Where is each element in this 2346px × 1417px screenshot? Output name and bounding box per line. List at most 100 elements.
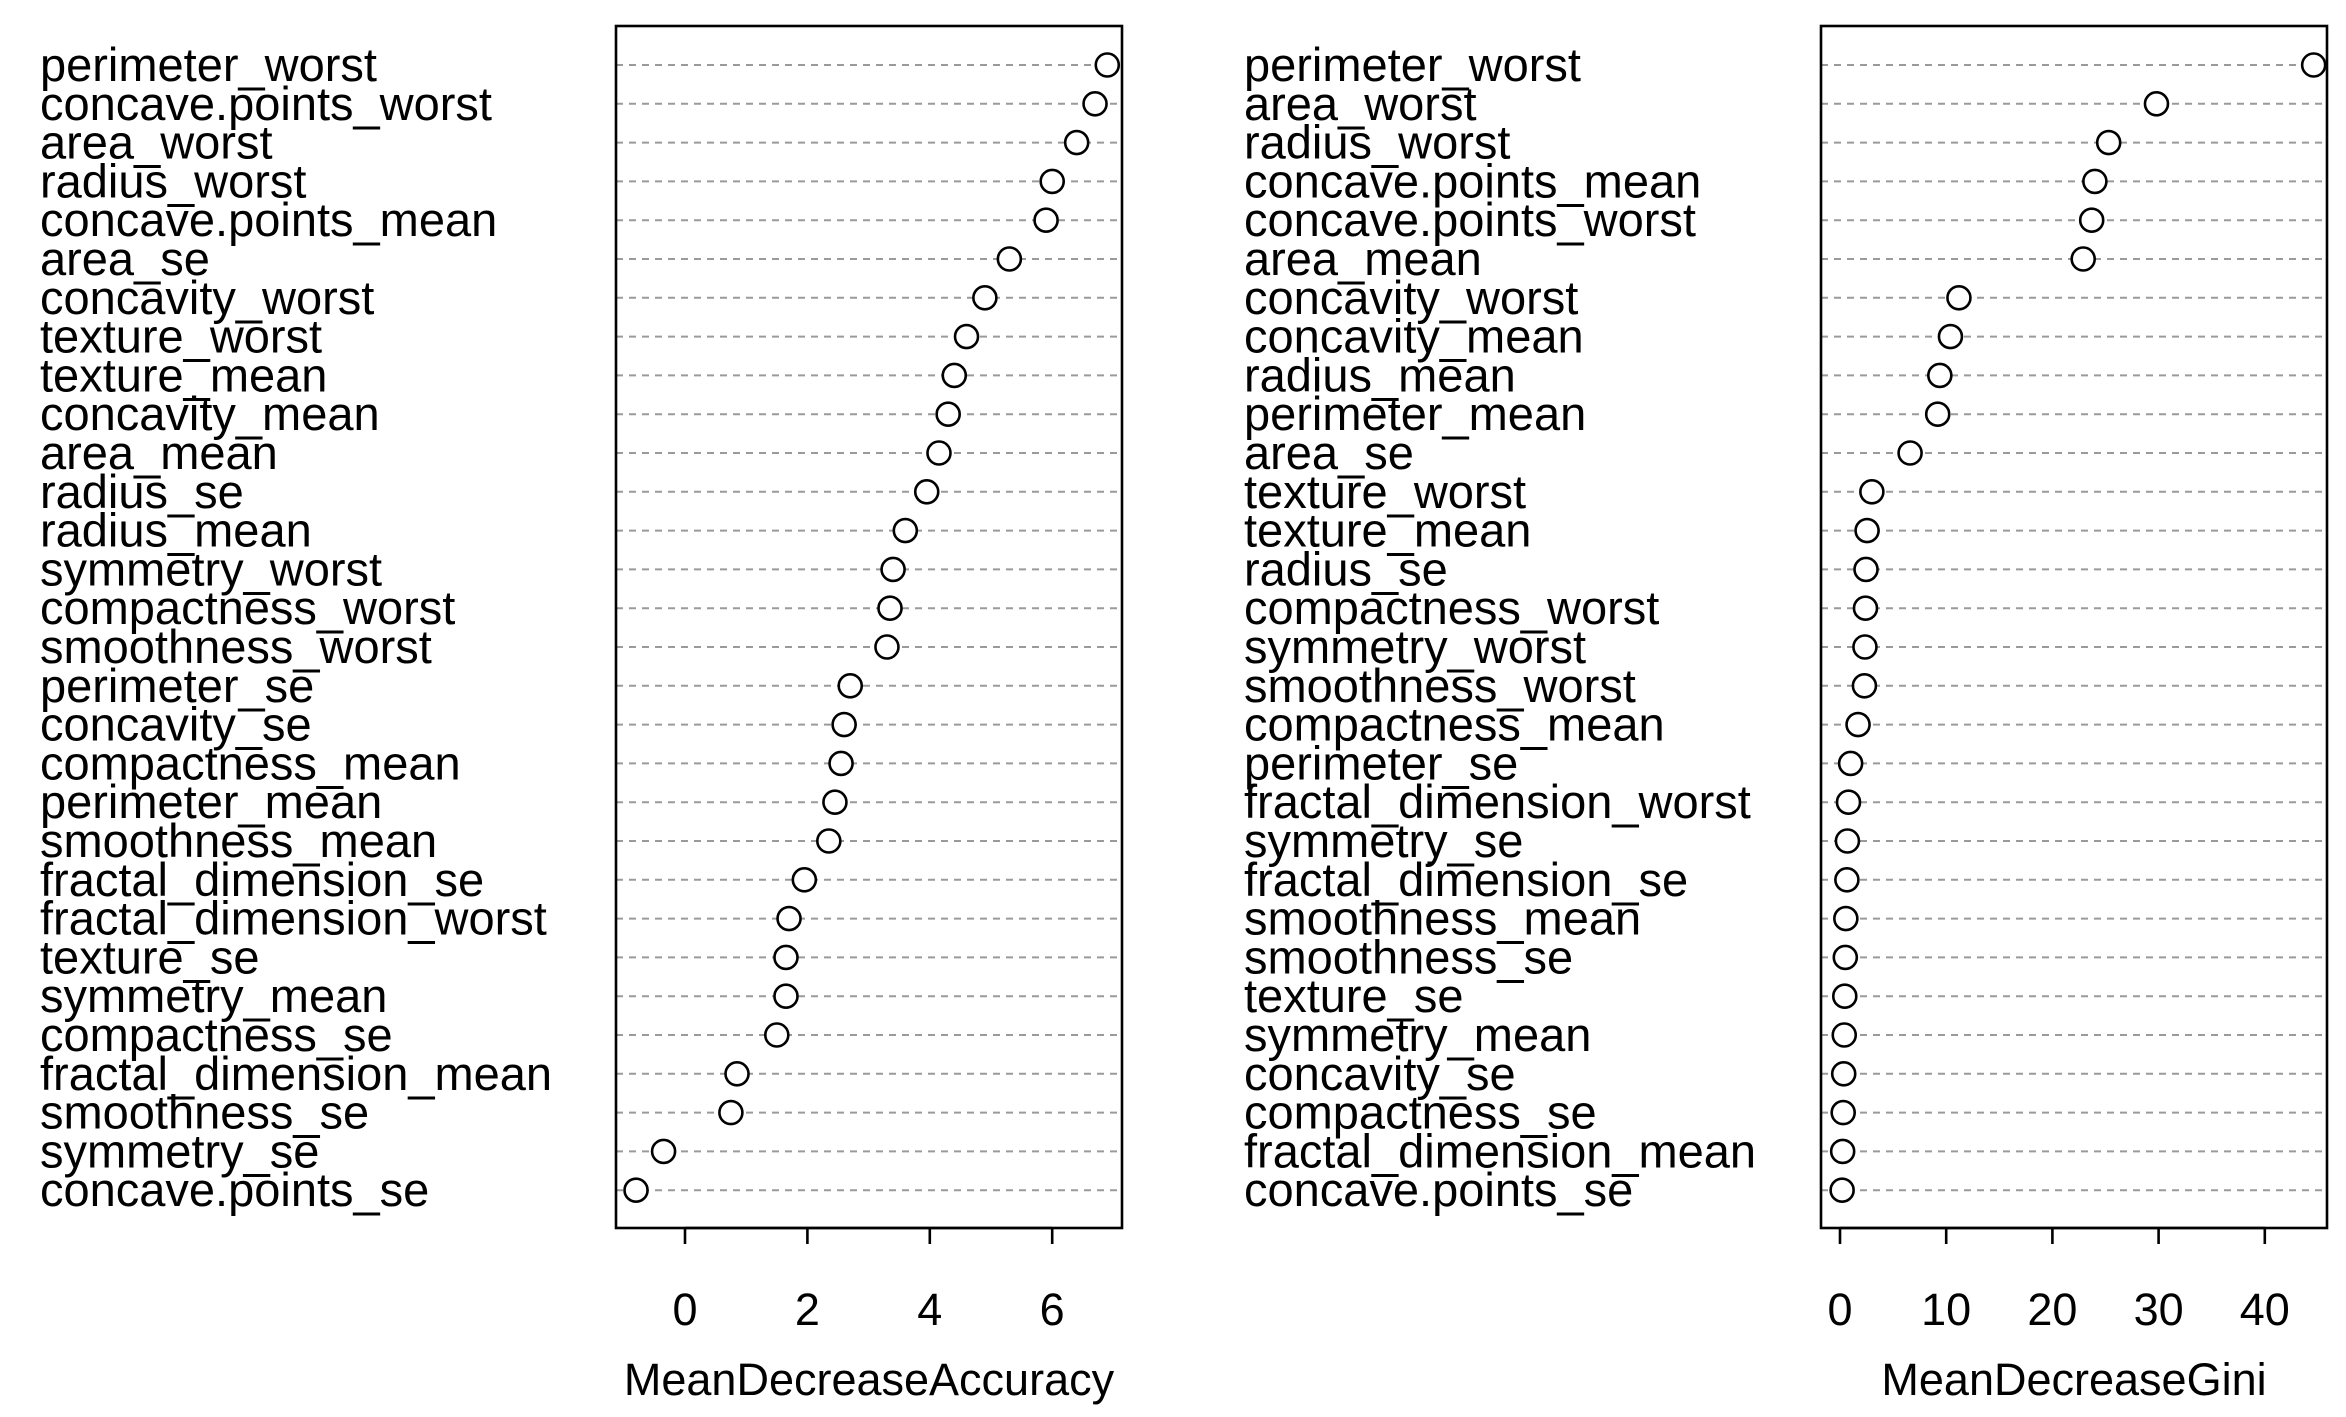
- data-point: [2070, 246, 2096, 272]
- x-axis-title: MeanDecreaseGini: [1881, 1354, 2266, 1405]
- x-tick-label: 40: [2240, 1284, 2290, 1335]
- category-label: fractal_dimension_mean: [1244, 1124, 1756, 1177]
- x-tick-label: 6: [1040, 1284, 1065, 1335]
- data-point: [1829, 1177, 1855, 1203]
- data-point: [837, 672, 864, 699]
- data-point: [1897, 440, 1923, 466]
- data-point: [892, 517, 919, 544]
- category-label: area_worst: [1244, 77, 1477, 130]
- data-point: [1831, 983, 1858, 1010]
- category-label: concavity_mean: [40, 387, 380, 440]
- category-label: perimeter_worst: [1244, 38, 1581, 91]
- category-label: symmetry_worst: [40, 542, 382, 595]
- category-label: texture_worst: [40, 310, 322, 363]
- plot-frame: [1819, 24, 2329, 1230]
- category-label: area_worst: [40, 116, 273, 169]
- data-point: [941, 362, 968, 389]
- category-label: concavity_worst: [40, 271, 374, 324]
- category-label: area_mean: [1244, 232, 1482, 285]
- data-point: [913, 478, 940, 505]
- x-tick-label: 0: [672, 1284, 697, 1335]
- category-label: area_se: [40, 232, 210, 285]
- data-point: [1924, 401, 1951, 428]
- category-label: smoothness_se: [40, 1086, 369, 1139]
- category-label: radius_se: [40, 465, 244, 518]
- category-label: smoothness_mean: [40, 814, 437, 867]
- x-tick-label: 20: [2027, 1284, 2077, 1335]
- plot-frame: [614, 24, 1124, 1230]
- data-point: [1927, 362, 1953, 389]
- category-label: smoothness_worst: [40, 620, 432, 673]
- mean-decrease-gini-panel: perimeter_worstarea_worstradius_worstcon…: [1244, 24, 2329, 1405]
- data-point: [874, 634, 900, 660]
- category-label: radius_mean: [1244, 348, 1516, 401]
- data-point: [1835, 789, 1862, 816]
- x-tick-label: 0: [1827, 1284, 1852, 1335]
- data-point: [1831, 1022, 1858, 1048]
- mean-decrease-accuracy-panel: perimeter_worstconcave.points_worstarea_…: [40, 24, 1124, 1405]
- category-label: texture_mean: [40, 348, 327, 401]
- data-point: [880, 556, 906, 583]
- category-label: radius_worst: [1244, 116, 1510, 169]
- data-point: [816, 828, 842, 854]
- category-label: concavity_worst: [1244, 271, 1578, 324]
- data-point: [953, 323, 980, 350]
- data-point: [935, 401, 961, 428]
- data-point: [972, 284, 998, 311]
- category-label: perimeter_se: [1244, 736, 1518, 789]
- data-point: [1854, 517, 1880, 544]
- category-label: concavity_mean: [1244, 310, 1584, 363]
- category-label: symmetry_se: [1244, 814, 1523, 867]
- data-point: [1830, 1061, 1857, 1087]
- category-label: concave.points_se: [1244, 1163, 1633, 1216]
- category-label: compactness_worst: [40, 581, 455, 634]
- data-point: [1845, 711, 1871, 738]
- data-point: [1859, 478, 1885, 505]
- category-label: concave.points_se: [40, 1163, 429, 1216]
- category-label: smoothness_se: [1244, 930, 1573, 983]
- data-point: [1853, 556, 1879, 583]
- data-point: [1832, 944, 1859, 971]
- data-point: [623, 1177, 649, 1203]
- data-point: [1837, 750, 1864, 777]
- data-point: [1946, 284, 1972, 311]
- category-label: fractal_dimension_mean: [40, 1047, 552, 1100]
- category-label: compactness_mean: [40, 736, 461, 789]
- category-label: symmetry_worst: [1244, 620, 1586, 673]
- data-point: [1852, 595, 1879, 622]
- data-point: [718, 1099, 744, 1126]
- category-label: concave.points_worst: [1244, 193, 1696, 246]
- data-point: [831, 711, 857, 738]
- data-point: [1851, 672, 1878, 699]
- category-label: texture_se: [1244, 969, 1463, 1022]
- category-label: fractal_dimension_se: [40, 853, 484, 906]
- category-label: concavity_se: [1244, 1047, 1516, 1100]
- category-label: smoothness_worst: [1244, 659, 1636, 712]
- data-point: [1937, 323, 1964, 350]
- category-label: texture_se: [40, 930, 259, 983]
- data-point: [2300, 52, 2327, 78]
- data-point: [877, 595, 903, 622]
- data-point: [2143, 91, 2170, 117]
- category-label: compactness_worst: [1244, 581, 1659, 634]
- data-point: [2078, 207, 2105, 233]
- category-label: texture_mean: [1244, 504, 1531, 557]
- category-label: concavity_se: [40, 698, 312, 751]
- x-tick-label: 4: [917, 1284, 942, 1335]
- category-label: compactness_se: [1244, 1086, 1597, 1139]
- category-label: perimeter_mean: [40, 775, 382, 828]
- category-label: compactness_se: [40, 1008, 393, 1061]
- data-point: [1039, 168, 1065, 195]
- data-point: [1852, 634, 1878, 660]
- data-point: [2095, 129, 2122, 156]
- category-label: symmetry_mean: [40, 969, 387, 1022]
- data-point: [822, 789, 848, 816]
- category-label: area_se: [1244, 426, 1414, 479]
- data-point: [1829, 1138, 1856, 1165]
- data-point: [926, 440, 952, 466]
- data-point: [763, 1022, 790, 1048]
- category-label: radius_worst: [40, 154, 306, 207]
- data-point: [996, 246, 1023, 272]
- data-point: [773, 983, 799, 1010]
